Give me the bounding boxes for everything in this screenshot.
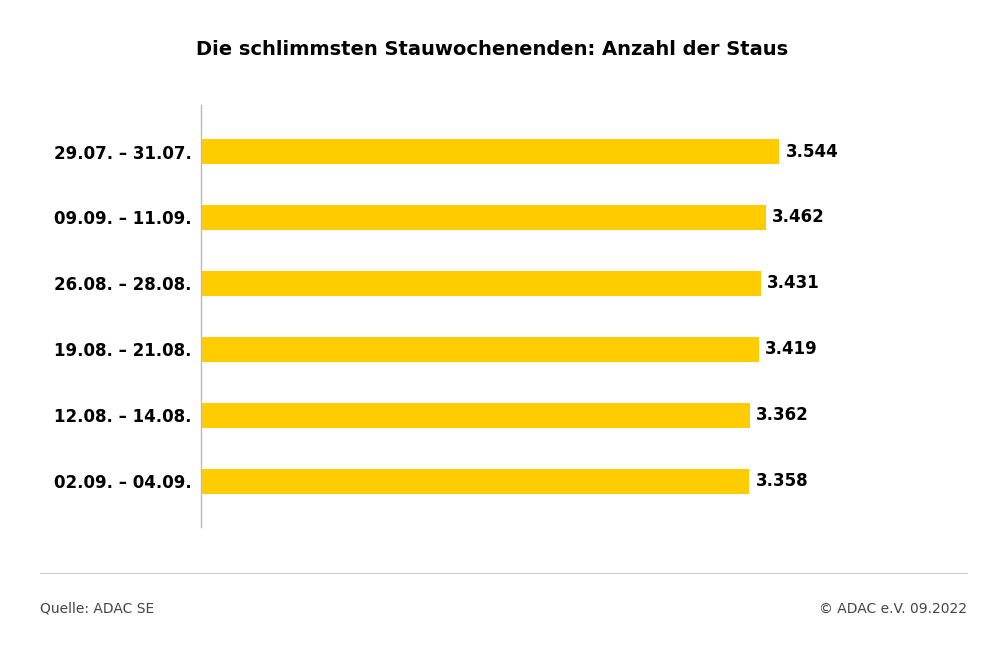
Text: 3.431: 3.431 <box>767 274 820 293</box>
Bar <box>201 205 766 230</box>
Bar <box>201 469 749 494</box>
Bar <box>201 271 760 296</box>
Text: 3.544: 3.544 <box>785 142 839 161</box>
Bar <box>201 403 749 428</box>
Bar <box>201 139 779 164</box>
Text: Quelle: ADAC SE: Quelle: ADAC SE <box>40 602 154 616</box>
Text: 3.362: 3.362 <box>756 406 809 424</box>
Bar <box>201 337 759 362</box>
Text: © ADAC e.V. 09.2022: © ADAC e.V. 09.2022 <box>819 602 967 616</box>
Text: Die schlimmsten Stauwochenenden: Anzahl der Staus: Die schlimmsten Stauwochenenden: Anzahl … <box>196 40 788 59</box>
Text: 3.358: 3.358 <box>755 472 808 490</box>
Text: 3.462: 3.462 <box>772 208 825 227</box>
Text: 3.419: 3.419 <box>765 340 818 358</box>
